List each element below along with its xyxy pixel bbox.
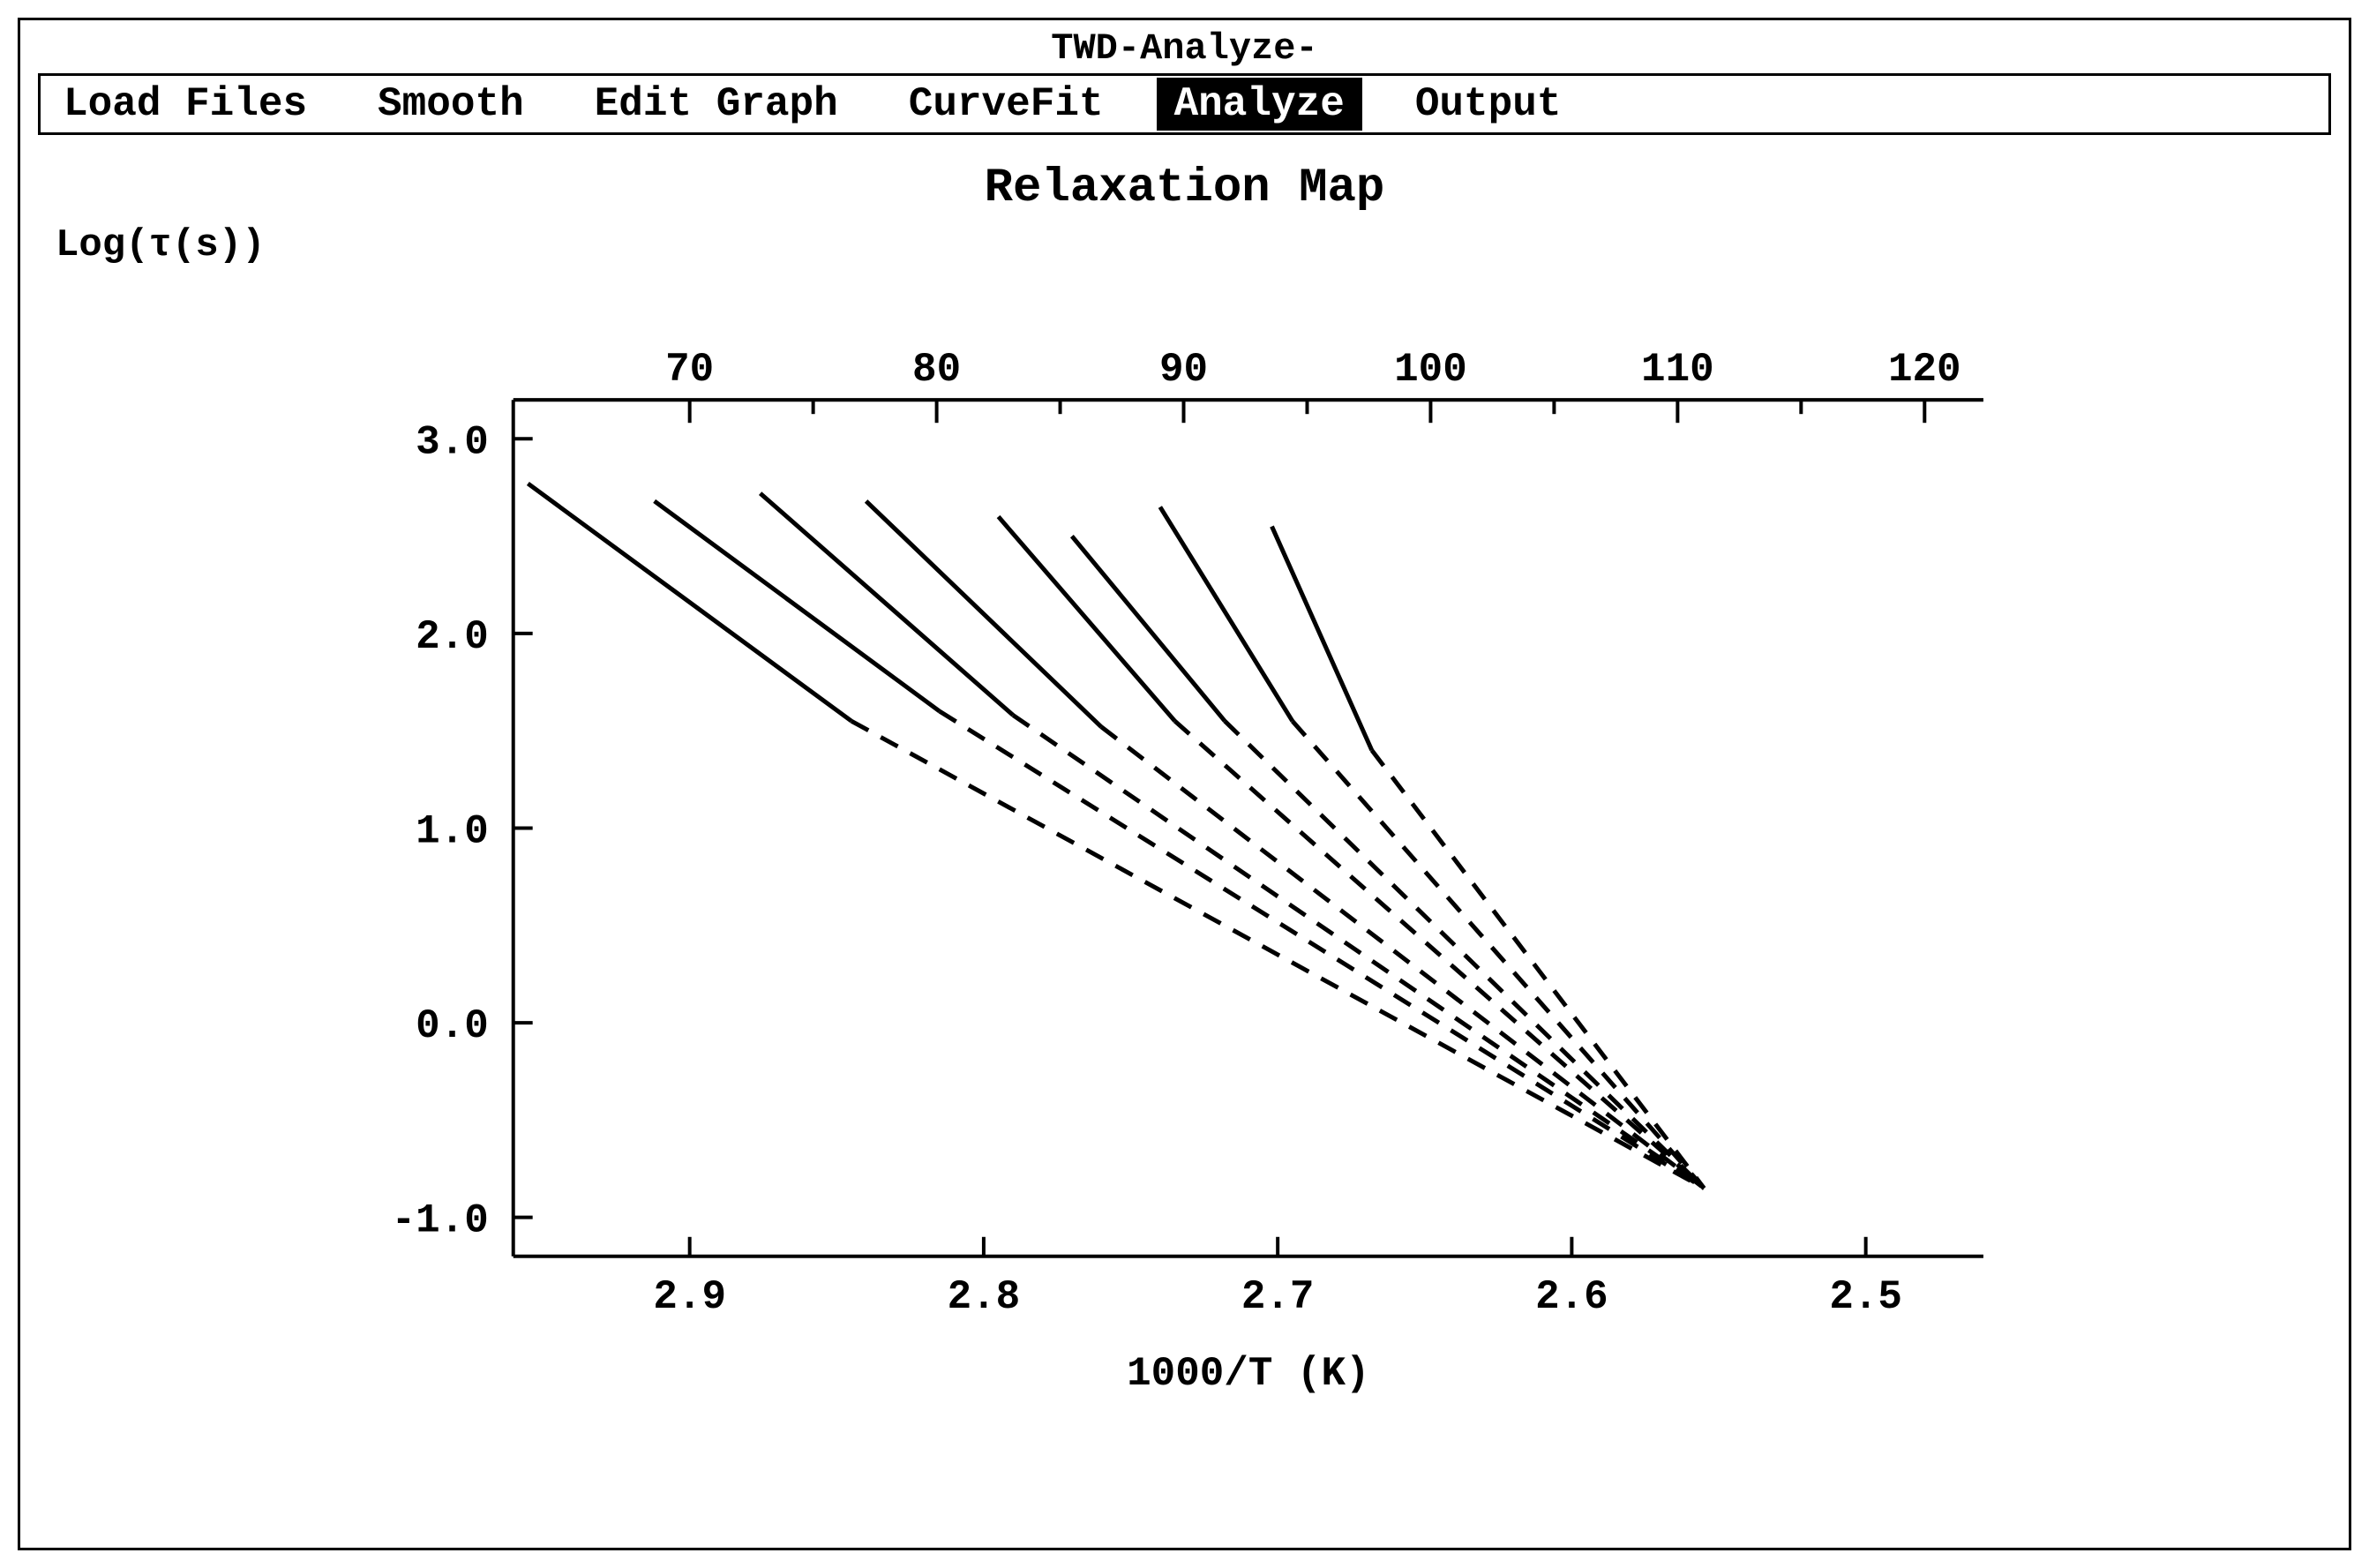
svg-text:120: 120 (1888, 347, 1961, 393)
menu-smooth[interactable]: Smooth (360, 78, 542, 131)
svg-text:2.8: 2.8 (948, 1274, 1021, 1320)
svg-text:2.6: 2.6 (1535, 1274, 1608, 1320)
menu-curvefit[interactable]: CurveFit (891, 78, 1121, 131)
svg-text:2.0: 2.0 (416, 614, 489, 660)
menu-output[interactable]: Output (1398, 78, 1579, 131)
svg-text:1.0: 1.0 (416, 808, 489, 854)
svg-text:2.7: 2.7 (1241, 1274, 1315, 1320)
app-window: TWD-Analyze- Load Files Smooth Edit Grap… (18, 18, 2351, 1550)
menu-load-files[interactable]: Load Files (46, 78, 325, 131)
svg-text:2.5: 2.5 (1829, 1274, 1902, 1320)
svg-text:1000/T (K): 1000/T (K) (1127, 1351, 1369, 1397)
svg-text:100: 100 (1394, 347, 1467, 393)
svg-text:90: 90 (1159, 347, 1208, 393)
svg-text:0.0: 0.0 (416, 1003, 489, 1049)
chart-area: Relaxation Map Log(τ(s)) 3.02.01.00.0-1.… (20, 135, 2349, 1548)
window-title: TWD-Analyze- (20, 20, 2349, 73)
svg-text:-1.0: -1.0 (392, 1198, 489, 1244)
svg-text:70: 70 (665, 347, 714, 393)
svg-text:80: 80 (912, 347, 961, 393)
svg-text:2.9: 2.9 (653, 1274, 726, 1320)
menu-edit-graph[interactable]: Edit Graph (577, 78, 856, 131)
menu-bar: Load Files Smooth Edit Graph CurveFit An… (38, 73, 2331, 135)
plot-svg: 3.0 2.0 1.0 0.0 -1.0 2.9 2.8 2.7 2.6 2.5 70 80 90 100… (20, 135, 2349, 1548)
svg-text:110: 110 (1641, 347, 1714, 393)
menu-analyze[interactable]: Analyze (1157, 78, 1362, 131)
svg-text:3.0: 3.0 (416, 419, 489, 465)
